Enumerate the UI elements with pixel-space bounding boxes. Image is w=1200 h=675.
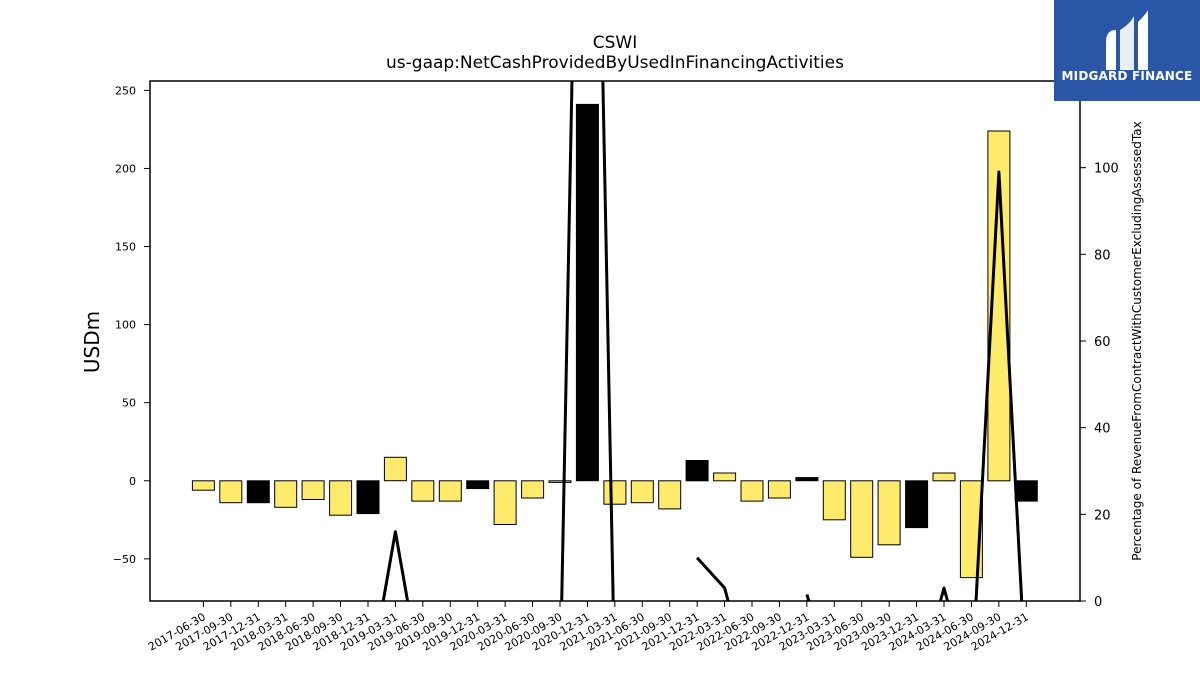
bar-2017-09-30	[219, 480, 243, 504]
y2-tick-label: 80	[1094, 248, 1111, 263]
bar-2023-03-31	[822, 480, 846, 521]
y2-tick-label: 40	[1094, 422, 1111, 437]
ratio-line-segment-1	[560, 81, 615, 601]
bar-2018-06-30	[301, 480, 325, 500]
bar-2023-06-30	[850, 480, 874, 558]
bar-2020-06-30	[521, 480, 545, 499]
bar-2017-06-30	[191, 480, 215, 491]
plot-frame	[149, 80, 1081, 602]
bar-2020-03-31	[493, 480, 517, 525]
y2-tick-label: 100	[1094, 162, 1119, 177]
bar-2020-09-30	[548, 480, 572, 483]
chart-title: CSWI	[593, 33, 637, 53]
y-tick-label: 250	[115, 84, 136, 97]
y-tick-label: 50	[122, 397, 136, 410]
bar-2023-12-31	[905, 480, 929, 529]
right-axis: 020406080100120	[1080, 75, 1119, 610]
bar-2022-06-30	[740, 480, 764, 502]
bar-2019-03-31	[383, 456, 407, 482]
ratio-line-layer	[381, 81, 1024, 601]
bar-2018-03-31	[274, 480, 298, 508]
bar-2024-03-31	[932, 472, 956, 482]
bar-2019-09-30	[438, 480, 462, 502]
y-tick-label: −50	[113, 553, 136, 566]
bar-2021-06-30	[630, 480, 654, 504]
bar-2021-09-30	[658, 480, 682, 510]
bar-2020-12-31	[575, 103, 599, 482]
bar-2024-06-30	[959, 480, 983, 579]
brand-logo: MIDGARD FINANCE	[1054, 0, 1200, 101]
bar-2021-12-31	[685, 460, 709, 482]
ratio-line-segment-0	[381, 530, 410, 601]
chart-subtitle: us-gaap:NetCashProvidedByUsedInFinancing…	[386, 53, 844, 73]
y-tick-label: 0	[129, 475, 136, 488]
left-axis: −50 0 50 100 150 200 250	[113, 84, 150, 566]
bar-2021-03-31	[603, 480, 627, 505]
bar-2019-12-31	[466, 480, 490, 490]
bar-2018-12-31	[356, 480, 380, 515]
y2-axis-label: Percentage of RevenueFromContractWithCus…	[1130, 121, 1144, 560]
y-tick-label: 150	[115, 241, 136, 254]
ratio-line-segment-2	[695, 556, 730, 601]
bar-2022-03-31	[713, 472, 737, 482]
bar-2019-06-30	[411, 480, 435, 502]
bar-2022-09-30	[767, 480, 791, 499]
x-axis: 2017-06-302017-09-302017-12-312018-03-31…	[146, 601, 1031, 654]
bar-2017-12-31	[246, 480, 270, 504]
bar-2023-09-30	[877, 480, 901, 546]
midgard-logo-icon	[1106, 10, 1148, 70]
bar-2024-12-31	[1014, 480, 1038, 502]
y2-tick-label: 0	[1094, 595, 1102, 610]
bar-2018-09-30	[329, 480, 353, 516]
ratio-line-segment-4	[938, 170, 1024, 601]
bar-2022-12-31	[795, 477, 819, 482]
y-tick-label: 200	[115, 162, 136, 175]
brand-logo-text: MIDGARD FINANCE	[1061, 69, 1193, 83]
bar-layer	[191, 103, 1038, 579]
bar-2024-09-30	[987, 130, 1011, 482]
y-tick-label: 100	[115, 319, 136, 332]
y-axis-label: USDm	[80, 311, 104, 373]
y2-tick-label: 60	[1094, 335, 1111, 350]
y2-tick-label: 20	[1094, 508, 1111, 523]
